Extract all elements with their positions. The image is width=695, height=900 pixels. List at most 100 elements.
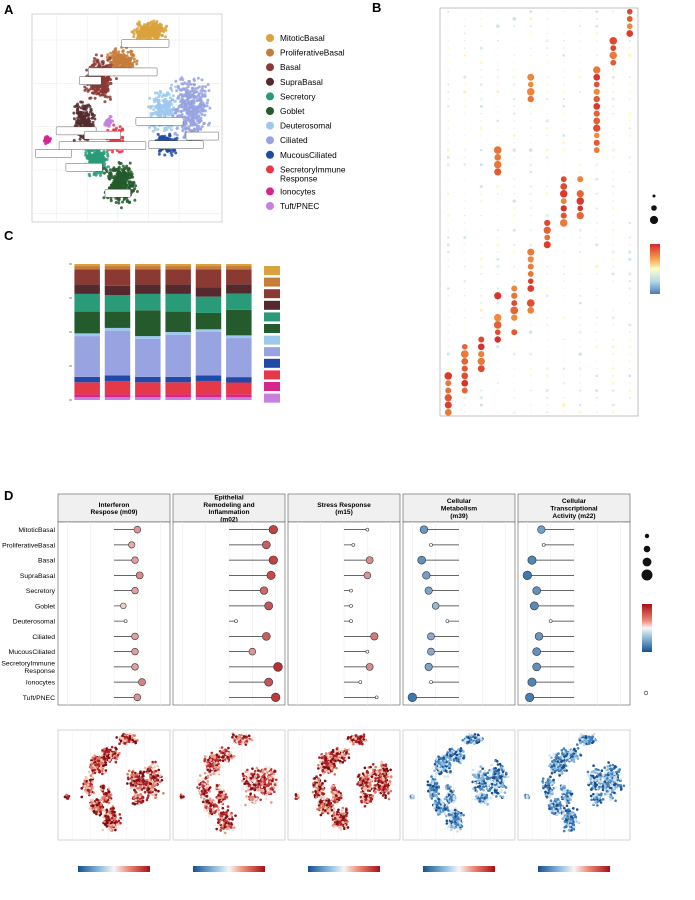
cell-point [169, 86, 173, 90]
dot [529, 10, 533, 14]
cell-point [95, 89, 99, 93]
panel-label-b: B [372, 0, 381, 15]
dot [560, 176, 567, 183]
cluster-label-box [65, 163, 103, 172]
cell-point [155, 36, 159, 40]
bar-segment [165, 266, 191, 270]
cell-point [123, 56, 127, 60]
dot [497, 280, 499, 282]
cell-point [105, 150, 109, 154]
dot [510, 306, 519, 315]
dot [512, 192, 516, 196]
dot [463, 75, 467, 79]
lollipop-dot [131, 586, 139, 595]
cell-point [137, 20, 141, 24]
dot [596, 404, 598, 406]
dot [596, 62, 598, 64]
cell-point [92, 57, 96, 61]
bar-segment [104, 266, 131, 270]
cell-point [130, 56, 134, 60]
module-point [140, 788, 144, 791]
dot [513, 54, 515, 57]
dot [464, 317, 466, 319]
dot [497, 32, 499, 35]
cell-point [162, 112, 166, 116]
legend-swatch [266, 202, 274, 210]
cluster-label-box [79, 76, 102, 85]
dot [628, 119, 631, 123]
cell-point [200, 78, 204, 82]
dot [579, 338, 581, 341]
dot [527, 285, 535, 292]
cell-point [152, 111, 156, 115]
dot [626, 16, 633, 22]
module-point [96, 759, 100, 763]
cell-point [109, 172, 113, 176]
dot [628, 155, 632, 159]
dot [596, 280, 598, 282]
cell-point [119, 206, 123, 210]
dot [494, 292, 502, 300]
dot [626, 30, 634, 37]
dot [496, 301, 500, 305]
legend-swatch [266, 48, 274, 57]
legend-label: Ionocytes [280, 186, 316, 196]
dot [629, 316, 631, 319]
dot [479, 199, 483, 203]
module-point [109, 754, 112, 758]
dot [546, 113, 548, 115]
cell-point [125, 174, 129, 178]
legend-label: Deuterosomal [280, 121, 332, 131]
cell-point [125, 164, 129, 168]
module-point [97, 768, 101, 772]
dot [530, 120, 532, 122]
bar-segment [195, 269, 222, 288]
cell-point [149, 114, 153, 118]
dot [612, 200, 614, 202]
dot [497, 360, 499, 362]
dot [464, 193, 466, 195]
dot [497, 375, 499, 377]
dot [527, 73, 535, 81]
module-point [115, 736, 118, 739]
dot [512, 17, 516, 21]
module-point [113, 821, 117, 824]
dot [546, 185, 549, 188]
module-point [123, 739, 127, 743]
dot [497, 411, 499, 413]
module-point [151, 760, 154, 764]
lollipop-dot [271, 692, 281, 703]
dot [611, 403, 615, 407]
cell-point [195, 95, 199, 99]
dot [447, 214, 450, 217]
cell-point [127, 180, 131, 184]
legend-label: Ciliated [280, 135, 308, 145]
dot [497, 404, 499, 406]
dot [612, 295, 614, 297]
bar-segment [104, 285, 131, 296]
dot [529, 31, 533, 36]
dot [545, 294, 549, 298]
dot [596, 360, 598, 362]
dot [545, 286, 549, 291]
dot [464, 156, 466, 159]
dot [579, 32, 581, 35]
dot [612, 91, 615, 93]
dot [496, 39, 499, 42]
cell-point [155, 91, 159, 95]
lollipop-dot [266, 570, 276, 580]
dot [513, 258, 516, 261]
module-point [121, 734, 124, 738]
dot [464, 222, 466, 224]
dot [595, 17, 598, 21]
cell-point [80, 100, 84, 104]
dot [629, 309, 631, 311]
lollipop-dot [349, 588, 353, 593]
dot [579, 403, 582, 407]
dot [463, 309, 466, 312]
cell-point [85, 105, 89, 109]
cell-point [147, 34, 151, 38]
module-point [146, 771, 149, 775]
dot [628, 221, 631, 225]
module-point [90, 766, 94, 770]
